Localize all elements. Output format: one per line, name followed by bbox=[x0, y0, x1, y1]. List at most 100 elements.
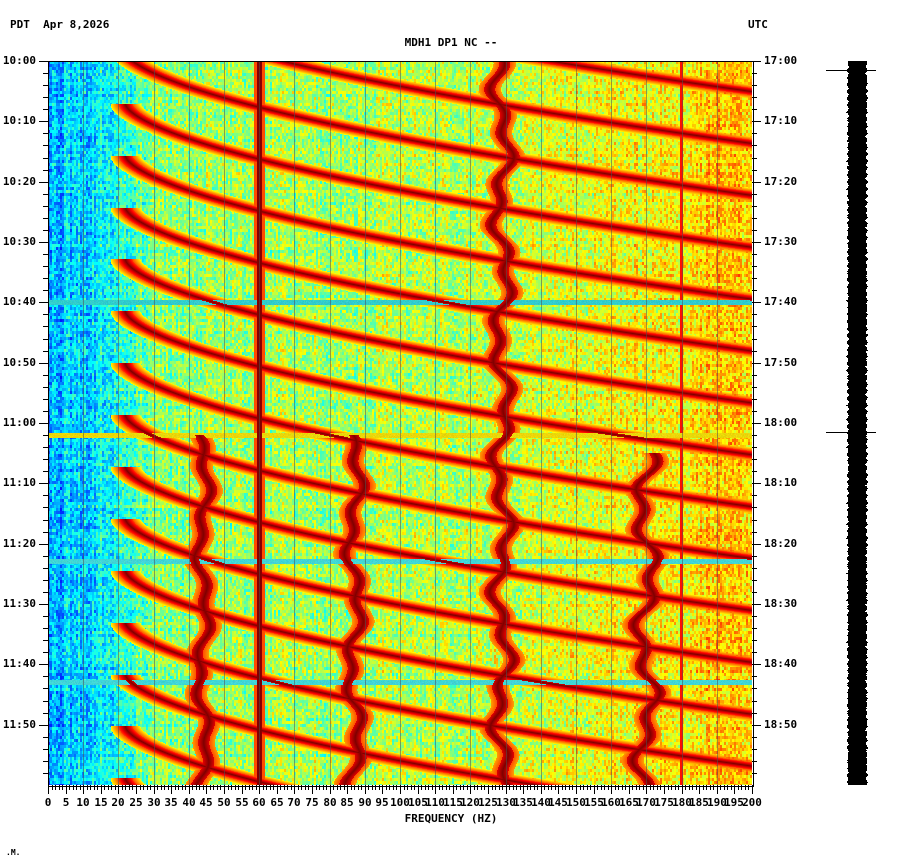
frequency-axis-label: 0 bbox=[44, 796, 52, 809]
left-axis-label: 11:20 bbox=[2, 537, 36, 550]
frequency-axis-major-tick bbox=[154, 785, 155, 794]
header-utc-label: UTC bbox=[748, 18, 768, 31]
frequency-axis-major-tick bbox=[118, 785, 119, 794]
frequency-axis-minor-tick bbox=[196, 785, 197, 790]
frequency-axis-major-tick bbox=[717, 785, 718, 794]
frequency-axis-minor-tick bbox=[428, 785, 429, 790]
frequency-axis-minor-tick bbox=[477, 785, 478, 790]
frequency-axis-major-tick bbox=[189, 785, 190, 794]
frequency-axis-minor-tick bbox=[185, 785, 186, 790]
right-axis-minor-tick bbox=[752, 749, 757, 750]
frequency-axis-minor-tick bbox=[583, 785, 584, 790]
frequency-axis-label: 160 bbox=[601, 796, 621, 809]
frequency-axis-minor-tick bbox=[456, 785, 457, 790]
left-axis-label: 10:30 bbox=[2, 235, 36, 248]
frequency-axis-minor-tick bbox=[741, 785, 742, 790]
right-axis-major-tick bbox=[752, 423, 761, 424]
frequency-axis-minor-tick bbox=[291, 785, 292, 790]
left-axis-label: 11:10 bbox=[2, 476, 36, 489]
frequency-axis-label: 195 bbox=[724, 796, 744, 809]
frequency-axis-label: 20 bbox=[111, 796, 125, 809]
frequency-axis-minor-tick bbox=[69, 785, 70, 790]
frequency-axis-minor-tick bbox=[235, 785, 236, 790]
frequency-axis-label: 125 bbox=[478, 796, 498, 809]
right-axis-minor-tick bbox=[752, 556, 757, 557]
right-axis-minor-tick bbox=[752, 507, 757, 508]
right-axis-label: 18:20 bbox=[764, 537, 798, 550]
frequency-axis-minor-tick bbox=[76, 785, 77, 790]
frequency-axis-minor-tick bbox=[108, 785, 109, 790]
frequency-axis-minor-tick bbox=[270, 785, 271, 790]
left-axis-major-tick bbox=[39, 363, 48, 364]
frequency-axis-major-tick bbox=[629, 785, 630, 794]
right-axis-label: 18:10 bbox=[764, 476, 798, 489]
right-axis-minor-tick bbox=[752, 688, 757, 689]
frequency-axis-major-tick bbox=[488, 785, 489, 794]
right-axis-minor-tick bbox=[752, 278, 757, 279]
frequency-axis-minor-tick bbox=[122, 785, 123, 790]
frequency-axis-minor-tick bbox=[301, 785, 302, 790]
amplitude-strip-mark bbox=[826, 432, 848, 433]
frequency-axis-minor-tick bbox=[580, 785, 581, 790]
right-axis-minor-tick bbox=[752, 145, 757, 146]
right-axis-minor-tick bbox=[752, 435, 757, 436]
frequency-axis-minor-tick bbox=[527, 785, 528, 790]
left-axis-major-tick bbox=[39, 483, 48, 484]
frequency-axis-major-tick bbox=[48, 785, 49, 794]
frequency-axis-major-tick bbox=[576, 785, 577, 794]
right-axis-major-tick bbox=[752, 725, 761, 726]
frequency-axis-label: 165 bbox=[619, 796, 639, 809]
right-axis-minor-tick bbox=[752, 737, 757, 738]
frequency-axis-label: 115 bbox=[443, 796, 463, 809]
frequency-axis-major-tick bbox=[277, 785, 278, 794]
frequency-axis-label: 190 bbox=[707, 796, 727, 809]
frequency-axis-label: 185 bbox=[689, 796, 709, 809]
frequency-axis-minor-tick bbox=[622, 785, 623, 790]
frequency-axis-major-tick bbox=[418, 785, 419, 794]
right-axis-major-tick bbox=[752, 182, 761, 183]
frequency-axis-minor-tick bbox=[530, 785, 531, 790]
right-axis-label: 17:10 bbox=[764, 114, 798, 127]
frequency-axis-label: 65 bbox=[270, 796, 284, 809]
frequency-axis-minor-tick bbox=[210, 785, 211, 790]
frequency-axis-major-tick bbox=[347, 785, 348, 794]
frequency-axis-minor-tick bbox=[308, 785, 309, 790]
frequency-axis-minor-tick bbox=[636, 785, 637, 790]
left-axis-label: 10:20 bbox=[2, 175, 36, 188]
frequency-axis-minor-tick bbox=[597, 785, 598, 790]
right-axis-minor-tick bbox=[752, 290, 757, 291]
right-axis-minor-tick bbox=[752, 326, 757, 327]
right-axis-major-tick bbox=[752, 664, 761, 665]
frequency-axis-minor-tick bbox=[273, 785, 274, 790]
frequency-axis-major-tick bbox=[224, 785, 225, 794]
right-axis-minor-tick bbox=[752, 218, 757, 219]
right-axis-label: 17:40 bbox=[764, 295, 798, 308]
right-axis-minor-tick bbox=[752, 676, 757, 677]
frequency-axis-minor-tick bbox=[319, 785, 320, 790]
frequency-axis-minor-tick bbox=[337, 785, 338, 790]
header-timezone-date: PDT Apr 8,2026 bbox=[10, 18, 110, 31]
frequency-axis-minor-tick bbox=[463, 785, 464, 790]
frequency-axis-minor-tick bbox=[685, 785, 686, 790]
frequency-axis-label: 60 bbox=[252, 796, 266, 809]
frequency-axis-minor-tick bbox=[203, 785, 204, 790]
frequency-axis-minor-tick bbox=[132, 785, 133, 790]
left-axis-major-tick bbox=[39, 604, 48, 605]
frequency-axis-minor-tick bbox=[404, 785, 405, 790]
frequency-axis-label: 25 bbox=[129, 796, 143, 809]
frequency-axis-minor-tick bbox=[534, 785, 535, 790]
frequency-axis-minor-tick bbox=[266, 785, 267, 790]
frequency-axis-minor-tick bbox=[745, 785, 746, 790]
right-axis-minor-tick bbox=[752, 713, 757, 714]
frequency-axis-label: 30 bbox=[147, 796, 161, 809]
frequency-axis-minor-tick bbox=[738, 785, 739, 790]
frequency-axis-minor-tick bbox=[256, 785, 257, 790]
frequency-axis-minor-tick bbox=[696, 785, 697, 790]
right-axis-minor-tick bbox=[752, 495, 757, 496]
frequency-axis-label: 55 bbox=[235, 796, 249, 809]
frequency-axis-minor-tick bbox=[671, 785, 672, 790]
frequency-axis-minor-tick bbox=[111, 785, 112, 790]
left-axis-major-tick bbox=[39, 544, 48, 545]
frequency-axis-major-tick bbox=[558, 785, 559, 794]
frequency-axis-minor-tick bbox=[396, 785, 397, 790]
